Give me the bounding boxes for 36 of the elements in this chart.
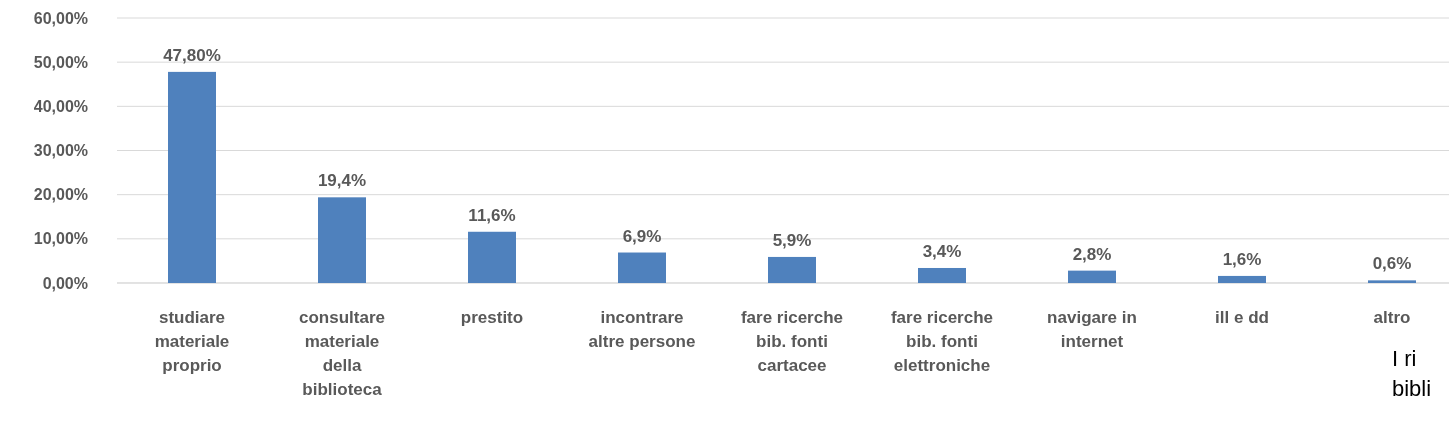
y-tick-label: 40,00% — [33, 97, 88, 115]
data-label: 19,4% — [317, 171, 367, 191]
x-tick-label: fare ricerche bib. fonti cartacee — [740, 308, 844, 375]
data-label: 0,6% — [1372, 254, 1412, 274]
bar — [768, 256, 816, 283]
x-tick-label: fare ricerche bib. fonti elettroniche — [890, 308, 994, 375]
x-tick-label: ill e dd — [1215, 308, 1269, 327]
x-tick-label: altro — [1373, 308, 1411, 327]
bar — [468, 231, 516, 283]
x-tick-label: navigare in internet — [1047, 308, 1137, 351]
y-tick-label: 30,00% — [33, 142, 88, 160]
bar — [918, 267, 966, 283]
bar — [1068, 270, 1116, 283]
data-label: 5,9% — [772, 230, 812, 250]
x-tick-label: prestito — [460, 308, 524, 327]
x-tick-label: studiare materiale proprio — [154, 308, 230, 375]
y-tick-label: 60,00% — [33, 9, 88, 27]
bar — [1368, 280, 1416, 283]
x-tick-label: consultare materiale della biblioteca — [299, 308, 385, 399]
data-label: 3,4% — [922, 241, 962, 261]
text: bibli — [1392, 376, 1432, 401]
data-label: 47,80% — [163, 45, 221, 65]
y-tick-label: 0,00% — [42, 274, 88, 292]
text: I ri — [1392, 346, 1417, 371]
y-tick-label: 20,00% — [33, 186, 88, 204]
y-tick-label: 10,00% — [33, 230, 88, 248]
bar — [1218, 275, 1266, 283]
y-tick-label: 50,00% — [33, 53, 88, 71]
x-tick-label: incontrare altre persone — [588, 308, 696, 351]
data-label: 11,6% — [468, 205, 516, 225]
bar — [168, 71, 216, 283]
bar — [618, 252, 666, 283]
data-label: 1,6% — [1222, 249, 1262, 269]
bar — [318, 197, 366, 283]
data-label: 6,9% — [622, 226, 662, 246]
data-label: 2,8% — [1072, 244, 1112, 264]
